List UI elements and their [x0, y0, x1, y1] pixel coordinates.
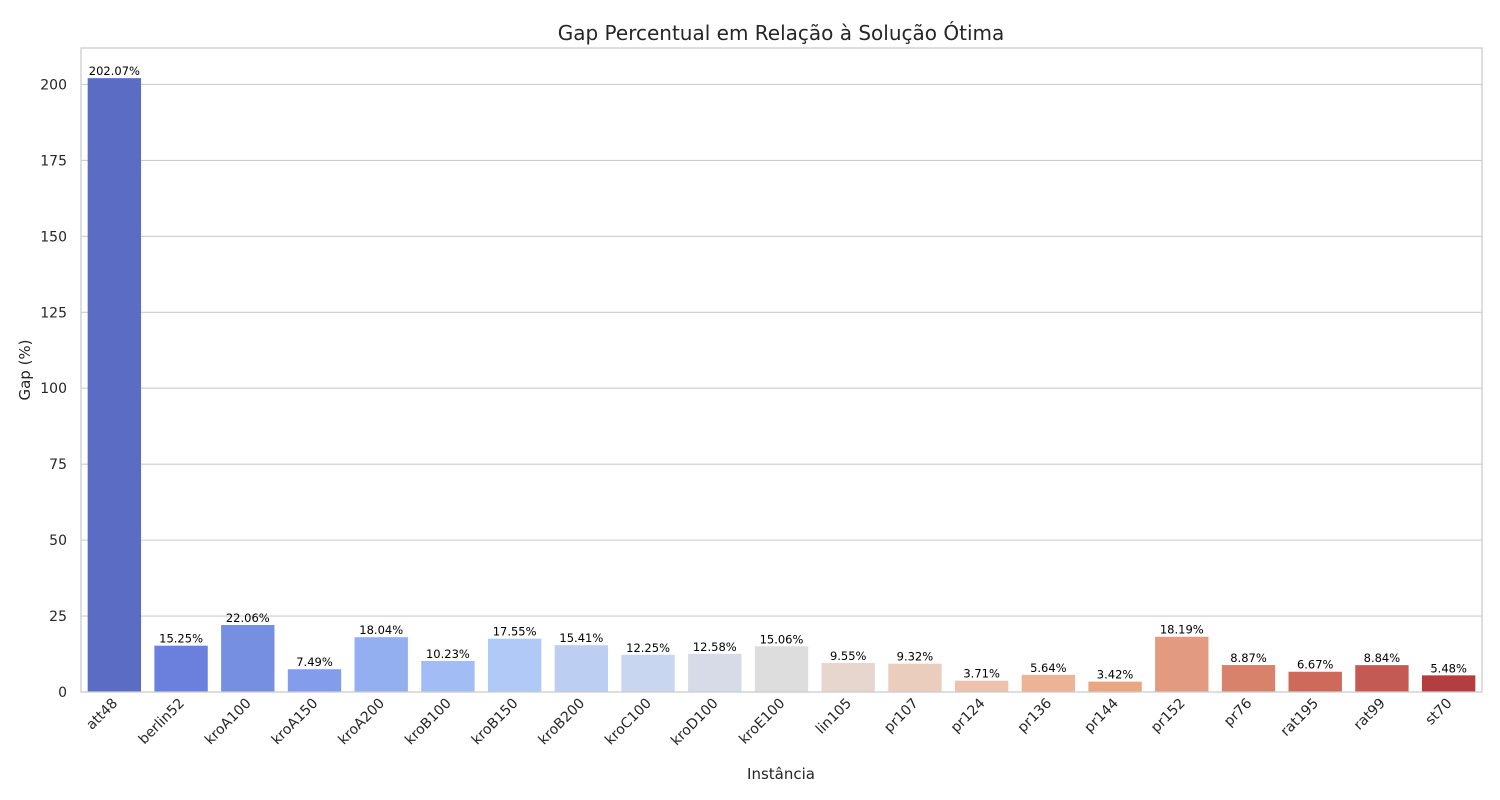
data-labels: 202.07% 15.25% 22.06% 7.49% 18.04% 10.23% 17.5… [89, 64, 1467, 681]
bar-pr136 [1021, 674, 1076, 692]
y-tick-label: 150 [40, 229, 67, 245]
bar-kroD100 [688, 653, 742, 692]
x-tick-labels: att48 berlin52 kroA100 kroA150 kroA200 kroB10… [83, 695, 1455, 749]
x-tick-label-lin105: lin105 [813, 696, 855, 738]
y-tick-label: 75 [49, 457, 67, 473]
x-tick-label-kroB100: kroB100 [402, 696, 455, 749]
data-label-att48: 202.07% [89, 64, 140, 78]
bar-kroB150 [487, 638, 542, 692]
data-label-lin105: 9.55% [830, 649, 867, 663]
bar-berlin52 [154, 645, 208, 692]
x-tick-label-pr124: pr124 [948, 695, 989, 736]
x-tick-label-kroB200: kroB200 [536, 696, 589, 749]
data-label-pr76: 8.87% [1230, 651, 1267, 665]
y-tick-labels: 0 25 50 75 100 125 150 175 200 [40, 77, 67, 701]
x-tick-label-kroB150: kroB150 [469, 696, 522, 749]
x-axis-label: Instância [747, 765, 815, 783]
bar-kroE100 [754, 646, 809, 692]
x-tick-label-kroA100: kroA100 [202, 696, 255, 749]
y-tick-label: 125 [40, 305, 67, 321]
bar-pr124 [954, 680, 1009, 692]
data-label-pr136: 5.64% [1030, 661, 1067, 675]
x-tick-label-st70: st70 [1423, 696, 1456, 729]
y-tick-label: 175 [40, 153, 67, 169]
bar-kroB200 [554, 645, 609, 692]
data-label-kroC100: 12.25% [626, 641, 670, 655]
bar-kroC100 [621, 654, 675, 692]
x-tick-label-pr107: pr107 [881, 696, 922, 737]
bar-kroA200 [354, 637, 408, 692]
x-tick-label-rat195: rat195 [1278, 696, 1322, 740]
data-label-kroB100: 10.23% [426, 647, 470, 661]
data-label-kroD100: 12.58% [693, 640, 737, 654]
data-label-rat195: 6.67% [1297, 658, 1334, 672]
data-label-kroA100: 22.06% [226, 611, 270, 625]
data-label-berlin52: 15.25% [159, 632, 203, 646]
y-tick-label: 200 [40, 77, 67, 93]
bars [87, 78, 1476, 692]
x-tick-label-rat99: rat99 [1351, 696, 1389, 734]
y-tick-label: 0 [58, 685, 67, 701]
x-tick-label-kroD100: kroD100 [668, 696, 721, 749]
y-axis-label: Gap (%) [16, 339, 34, 400]
y-tick-label: 100 [40, 381, 67, 397]
bar-kroA100 [221, 624, 275, 692]
bar-rat195 [1288, 671, 1342, 692]
data-label-pr152: 18.19% [1160, 623, 1204, 637]
data-label-kroB200: 15.41% [559, 631, 603, 645]
x-tick-label-att48: att48 [83, 696, 121, 734]
data-label-kroB150: 17.55% [493, 625, 537, 639]
x-tick-label-kroA200: kroA200 [335, 696, 388, 749]
data-label-st70: 5.48% [1430, 661, 1467, 675]
data-label-pr107: 9.32% [897, 650, 934, 664]
x-tick-label-pr152: pr152 [1148, 696, 1189, 737]
data-label-kroE100: 15.06% [760, 632, 804, 646]
data-label-kroA200: 18.04% [359, 623, 403, 637]
bar-att48 [87, 78, 142, 692]
grid-lines [81, 83, 1482, 693]
data-label-kroA150: 7.49% [296, 655, 333, 669]
bar-kroB100 [421, 660, 475, 692]
bar-pr107 [888, 663, 942, 692]
data-label-pr144: 3.42% [1097, 668, 1134, 682]
y-tick-label: 25 [49, 609, 67, 625]
x-tick-label-pr136: pr136 [1015, 695, 1056, 736]
plot-frame [80, 47, 1483, 693]
x-tick-label-pr76: pr76 [1221, 695, 1255, 729]
x-tick-label-pr144: pr144 [1081, 695, 1122, 736]
x-tick-label-kroC100: kroC100 [602, 696, 655, 749]
data-label-pr124: 3.71% [963, 667, 1000, 681]
chart-title: Gap Percentual em Relação à Solução Ótim… [558, 21, 1005, 45]
bar-pr144 [1088, 681, 1142, 692]
x-tick-label-berlin52: berlin52 [136, 696, 188, 748]
bar-pr152 [1155, 636, 1209, 692]
y-tick-label: 50 [49, 533, 67, 549]
bar-kroA150 [287, 669, 342, 692]
x-tick-label-kroA150: kroA150 [269, 696, 322, 749]
bar-pr76 [1221, 665, 1276, 692]
bar-lin105 [821, 662, 875, 692]
bar-st70 [1421, 675, 1476, 692]
data-label-rat99: 8.84% [1364, 651, 1401, 665]
bar-rat99 [1355, 665, 1409, 692]
x-tick-label-kroE100: kroE100 [736, 696, 788, 748]
